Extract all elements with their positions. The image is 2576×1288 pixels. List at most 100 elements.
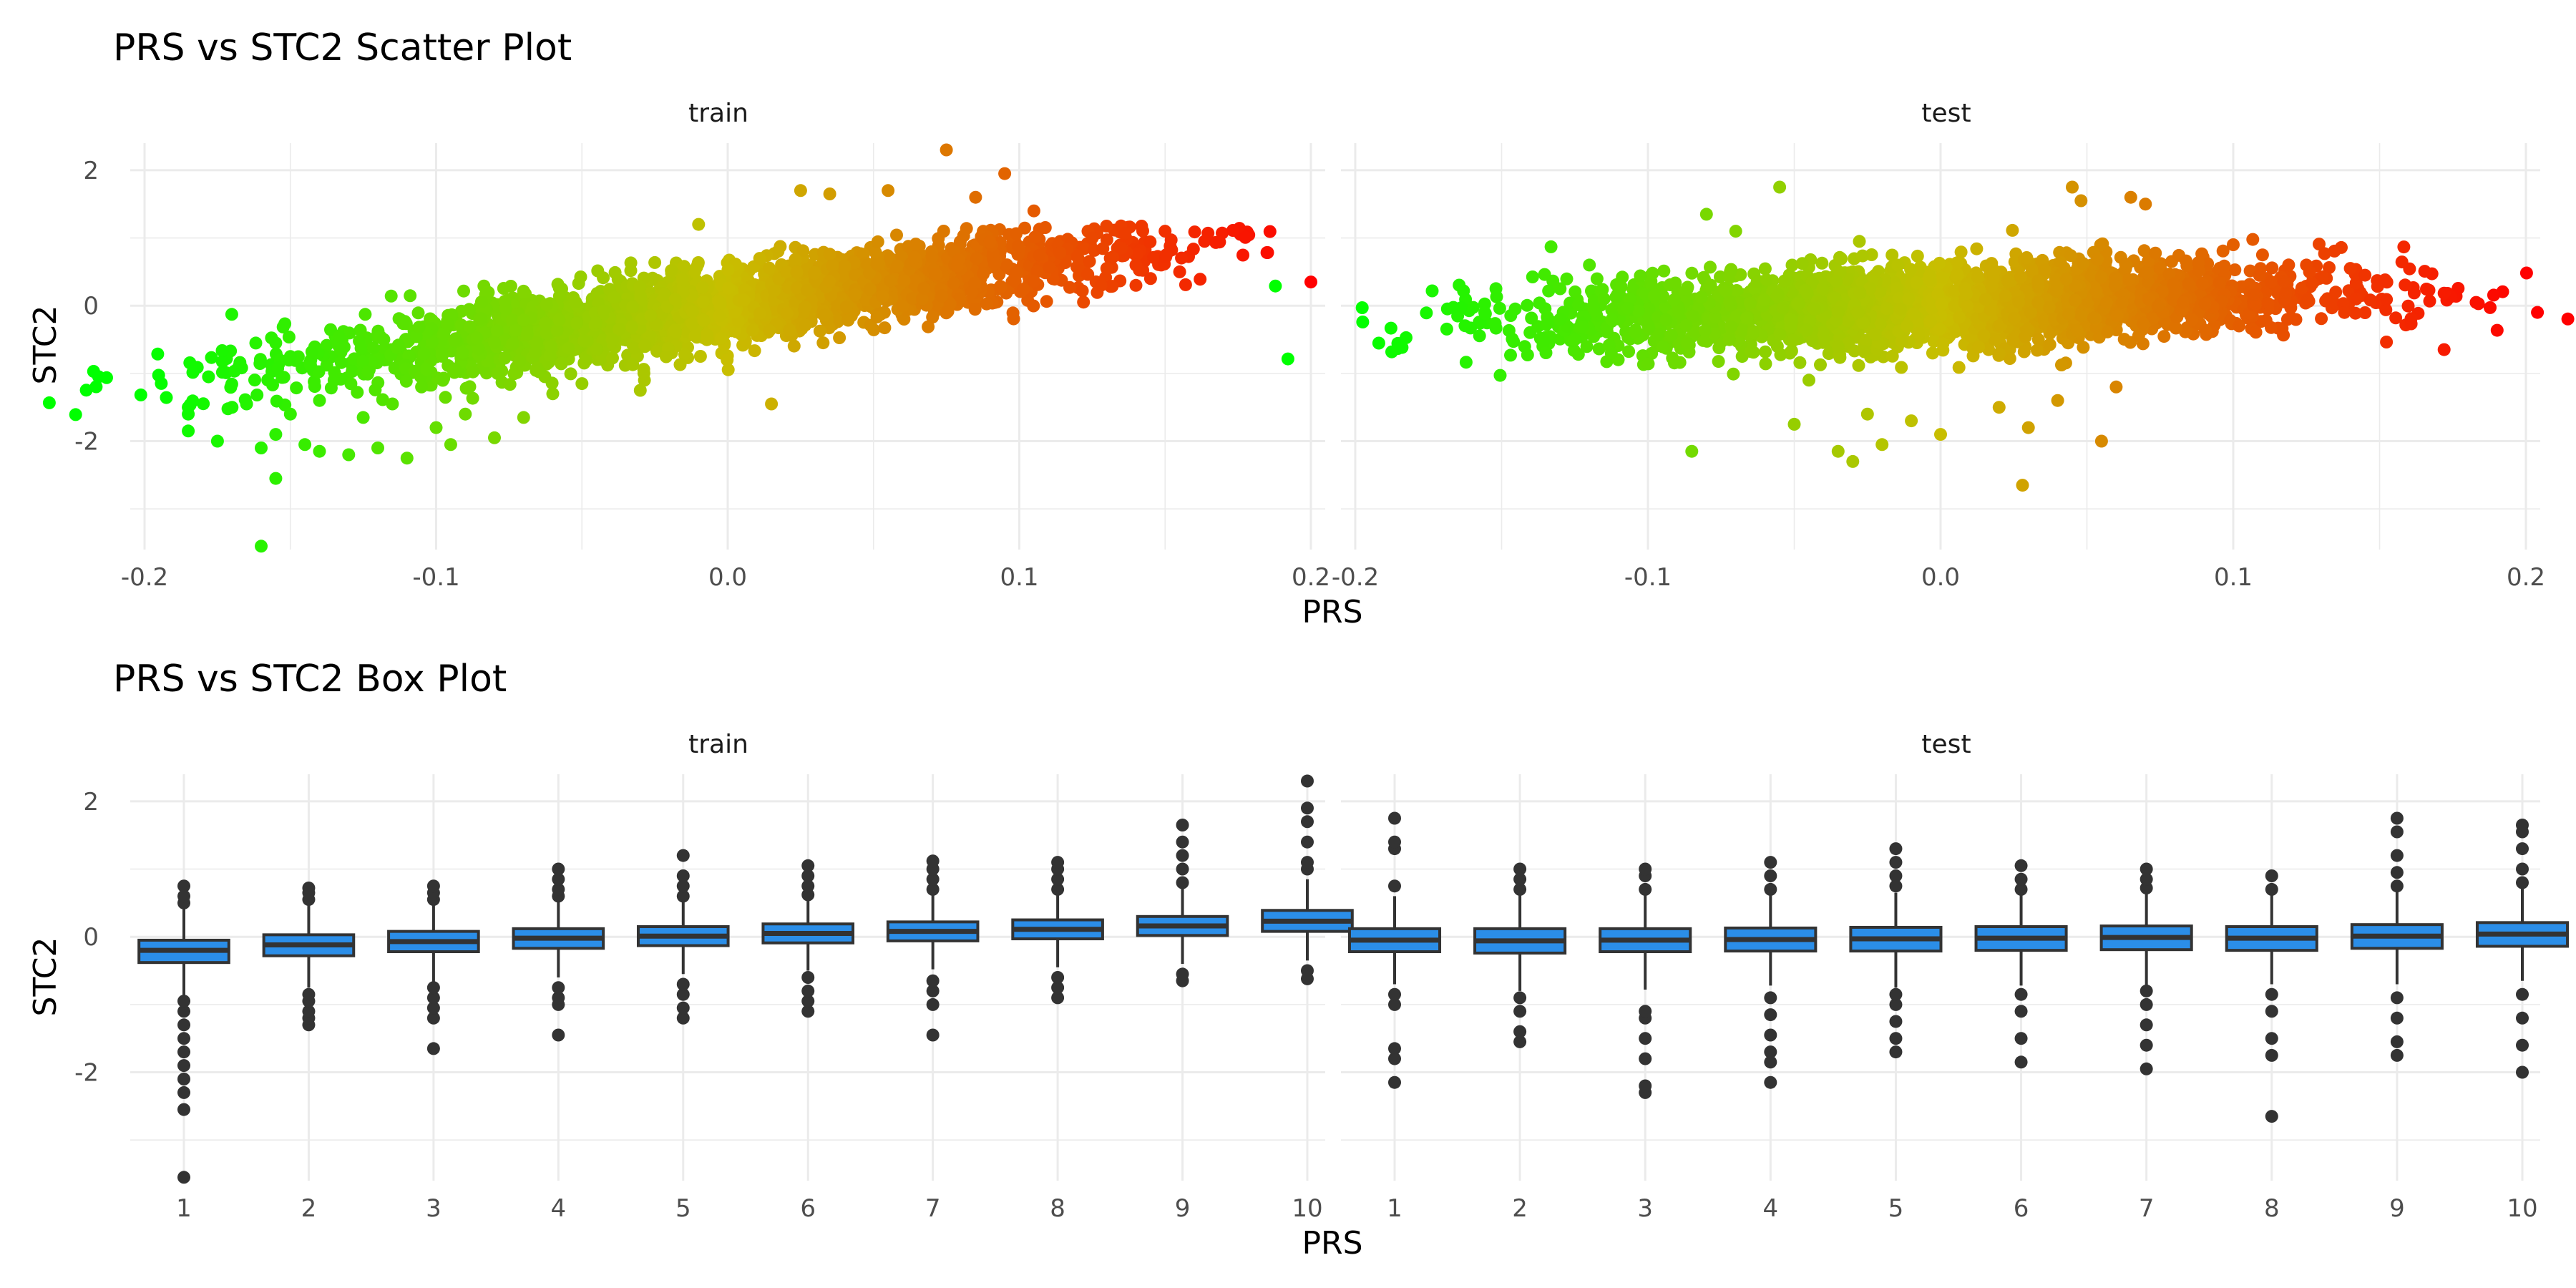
scatter-point xyxy=(909,238,922,251)
scatter-point xyxy=(1668,356,1681,370)
scatter-point xyxy=(890,228,903,242)
scatter-point xyxy=(841,313,855,327)
scatter-point xyxy=(1236,248,1249,262)
scatter-point xyxy=(896,299,909,313)
scatter-point xyxy=(1198,235,1211,248)
scatter-point xyxy=(543,348,557,362)
scatter-point xyxy=(1038,221,1052,234)
scatter-point xyxy=(467,365,479,379)
scatter-point xyxy=(796,244,810,258)
scatter-point xyxy=(713,309,726,323)
scatter-point xyxy=(456,346,469,359)
scatter-point xyxy=(2318,247,2331,260)
scatter-point xyxy=(444,438,457,452)
scatter-point xyxy=(790,281,804,295)
scatter-point xyxy=(1269,279,1282,293)
scatter-point xyxy=(1118,227,1132,240)
scatter-point xyxy=(686,305,699,318)
scatter-point xyxy=(926,311,940,324)
scatter-point xyxy=(763,261,776,275)
scatter-point xyxy=(1010,227,1023,240)
scatter-point xyxy=(937,225,950,238)
scatter-point xyxy=(1096,242,1110,255)
scatter-point xyxy=(298,438,312,452)
scatter-point xyxy=(2301,293,2314,307)
scatter-point xyxy=(1081,268,1095,281)
scatter-point xyxy=(613,323,626,336)
scatter-point xyxy=(1773,328,1787,341)
scatter-point xyxy=(768,284,781,298)
scatter-title: PRS vs STC2 Scatter Plot xyxy=(113,26,572,69)
scatter-point xyxy=(182,424,195,438)
scatter-points xyxy=(1269,180,2575,492)
scatter-point xyxy=(134,388,147,401)
scatter-point xyxy=(668,293,682,306)
scatter-point xyxy=(2265,261,2279,275)
scatter-point xyxy=(839,300,853,313)
scatter-point xyxy=(488,336,501,349)
scatter-point xyxy=(269,472,283,485)
scatter-point xyxy=(1100,262,1113,275)
scatter-point xyxy=(1664,328,1678,342)
scatter-point xyxy=(686,317,699,331)
scatter-point xyxy=(626,300,640,313)
scatter-point xyxy=(968,276,982,290)
scatter-point xyxy=(1070,249,1084,263)
scatter-point xyxy=(1103,251,1117,265)
scatter-point xyxy=(957,229,970,243)
scatter-point xyxy=(1085,231,1099,245)
scatter-point xyxy=(377,333,391,346)
scatter-point xyxy=(506,337,519,351)
scatter-point xyxy=(1538,268,1551,281)
scatter-point xyxy=(1646,266,1659,280)
scatter-point xyxy=(794,184,807,197)
scatter-point xyxy=(2101,325,2114,338)
scatter-point xyxy=(721,353,734,366)
scatter-point xyxy=(2399,278,2412,292)
scatter-point xyxy=(1028,230,1042,244)
scatter-point xyxy=(1521,348,1534,361)
scatter-point xyxy=(634,290,648,303)
scatter-point xyxy=(564,367,577,381)
scatter-point xyxy=(633,280,647,294)
scatter-point xyxy=(848,288,862,301)
scatter-point xyxy=(197,397,210,411)
scatter-point xyxy=(1704,278,1717,292)
scatter-point xyxy=(1727,367,1740,381)
scatter-point xyxy=(838,259,852,273)
scatter-point xyxy=(2277,275,2290,288)
scatter-point xyxy=(897,274,911,288)
scatter-point xyxy=(225,401,239,414)
scatter-point xyxy=(1680,336,1694,350)
scatter-point xyxy=(1858,345,1871,358)
scatter-point xyxy=(977,267,990,280)
scatter-point xyxy=(248,374,261,387)
scatter-point xyxy=(366,341,380,355)
scatter-point xyxy=(1160,248,1173,261)
scatter-point xyxy=(361,365,375,379)
scatter-point xyxy=(270,394,283,408)
scatter-point xyxy=(1891,258,1905,272)
scatter-point xyxy=(721,363,735,376)
scatter-point xyxy=(714,331,728,345)
scatter-point xyxy=(529,346,542,359)
scatter-point xyxy=(660,350,673,364)
scatter-point xyxy=(780,265,794,279)
scatter-point xyxy=(1544,240,1558,253)
scatter-point xyxy=(417,347,431,361)
scatter-point xyxy=(530,336,543,349)
scatter-point xyxy=(1936,337,1950,351)
scatter-point xyxy=(574,270,587,283)
scatter-point xyxy=(1017,283,1030,296)
scatter-point xyxy=(922,320,935,333)
scatter-point xyxy=(1458,319,1472,333)
scatter-point xyxy=(250,389,264,401)
scatter-point xyxy=(1372,336,1385,350)
scatter-point xyxy=(633,384,647,397)
scatter-point xyxy=(1473,329,1486,343)
scatter-point xyxy=(1525,311,1538,325)
scatter-point xyxy=(2323,261,2336,274)
scatter-point xyxy=(2249,326,2263,339)
scatter-point xyxy=(648,255,662,269)
scatter-point xyxy=(1226,224,1239,237)
